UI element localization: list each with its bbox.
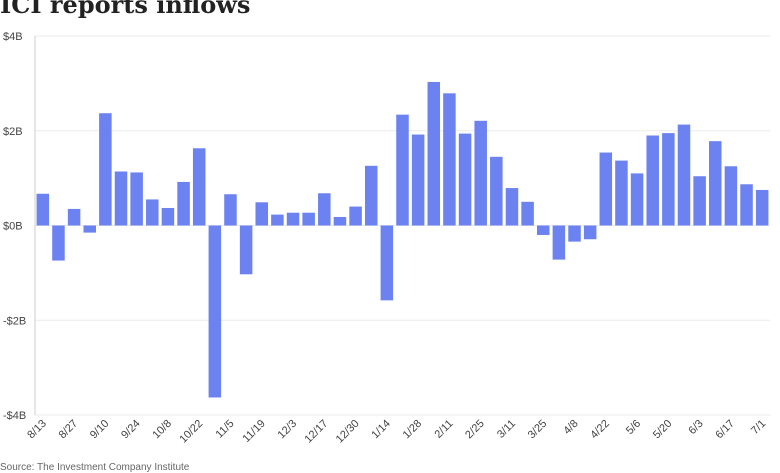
x-tick-label: 6/3 <box>686 418 705 437</box>
x-tick-label: 6/17 <box>713 418 737 442</box>
bar <box>114 171 128 226</box>
bar <box>318 193 331 226</box>
bar <box>333 216 347 226</box>
bar <box>646 135 659 226</box>
bar <box>83 225 96 233</box>
bar <box>146 199 159 226</box>
source-note: Source: The Investment Company Institute <box>0 462 190 473</box>
y-tick-label: $0B <box>3 221 23 233</box>
bar <box>474 120 487 226</box>
bar <box>427 81 441 226</box>
bar <box>177 181 190 226</box>
bar <box>67 208 81 226</box>
x-tick-label: 11/5 <box>214 418 237 441</box>
bar <box>490 156 503 226</box>
bar <box>740 184 753 226</box>
x-tick-label: 2/11 <box>432 418 455 441</box>
x-tick-label: 8/13 <box>25 418 49 442</box>
bar <box>693 176 706 226</box>
x-tick-label: 9/10 <box>88 418 112 442</box>
bar <box>724 166 738 226</box>
bar <box>208 225 222 398</box>
x-tick-label: 4/22 <box>588 418 612 442</box>
bar <box>380 225 394 301</box>
bar <box>271 214 284 226</box>
x-tick-label: 7/1 <box>749 418 768 437</box>
bar <box>99 113 112 226</box>
y-tick-label: $4B <box>3 31 23 43</box>
x-tick-label: 12/17 <box>302 418 330 446</box>
bar <box>192 148 206 226</box>
bar <box>302 212 315 226</box>
bar <box>568 225 581 242</box>
x-tick-label: 10/8 <box>150 418 174 442</box>
bar <box>52 225 65 261</box>
bar <box>349 206 362 226</box>
x-tick-label: 12/3 <box>276 418 300 442</box>
bar <box>615 160 628 226</box>
x-tick-label: 11/19 <box>240 418 267 445</box>
bar <box>599 152 613 226</box>
bar <box>552 225 566 260</box>
bar <box>677 124 691 226</box>
bar <box>396 114 409 226</box>
bar <box>755 189 769 226</box>
bar <box>536 225 550 235</box>
x-tick-label: 1/14 <box>369 418 393 442</box>
bar <box>521 201 534 226</box>
x-tick-label: 4/8 <box>561 418 580 437</box>
chart: $4B $2B $0B -$2B -$4B8/13 8/27 9/10 9/24 10/8 10/… <box>3 31 770 446</box>
x-tick-label: 1/28 <box>401 418 425 442</box>
y-tick-label: -$4B <box>3 410 26 422</box>
bar <box>36 193 50 226</box>
x-tick-label: 2/25 <box>463 418 487 442</box>
x-tick-label: 12/30 <box>334 418 362 446</box>
x-tick-label: 5/6 <box>624 418 643 437</box>
bar <box>239 225 253 275</box>
bar <box>630 173 644 226</box>
x-tick-label: 5/20 <box>651 418 675 442</box>
bar <box>364 165 378 226</box>
x-tick-label: 3/25 <box>526 418 550 442</box>
bar <box>130 172 143 226</box>
bar <box>505 188 519 226</box>
bar <box>161 207 175 226</box>
x-tick-label: 8/27 <box>57 418 81 442</box>
bar <box>458 133 472 226</box>
x-tick-label: 10/22 <box>177 418 205 446</box>
bar <box>286 212 300 226</box>
chart-title: ICI reports inflows <box>0 0 251 19</box>
x-tick-label: 9/24 <box>119 418 143 442</box>
bar <box>224 194 237 226</box>
bar <box>411 134 425 226</box>
y-tick-label: -$2B <box>3 315 26 327</box>
bar <box>443 93 456 226</box>
x-tick-label: 3/11 <box>495 418 518 441</box>
bar <box>662 133 675 226</box>
bar <box>583 225 597 240</box>
y-tick-label: $2B <box>3 126 23 138</box>
bar <box>709 141 722 226</box>
bar-layer <box>36 81 769 398</box>
bar <box>255 202 269 226</box>
